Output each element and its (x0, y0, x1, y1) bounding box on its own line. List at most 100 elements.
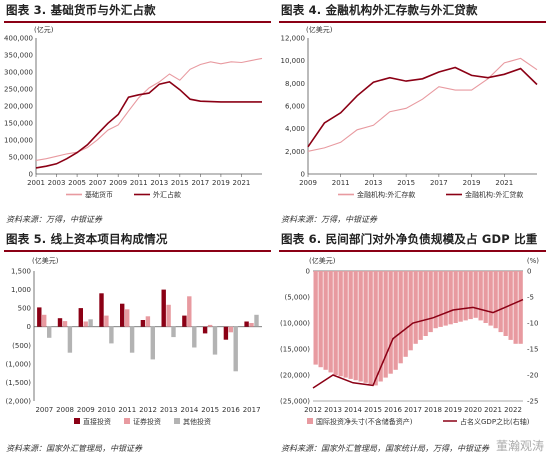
y2-tick-label: -5 (527, 294, 534, 302)
chart-capital-account: (亿美元)1,500 1,000 500 0 (500) (1,000) (1,500) (2… (5, 256, 262, 426)
x-tick-label: 2022 (504, 406, 522, 414)
bar (202, 326, 208, 334)
bar (104, 315, 109, 327)
bar (140, 320, 146, 327)
y2-unit-label: (%) (527, 257, 539, 265)
bar (373, 271, 378, 386)
y-tick-label: 6,000 (285, 103, 305, 111)
x-tick-label: 2019 (444, 406, 462, 414)
chart-base-money: (亿元) 0 50,000 100,000 150,000 200,000 250,000 3… (4, 25, 263, 199)
bar (313, 271, 318, 365)
legend-swatch (124, 418, 130, 424)
x-tick-label: 2011 (118, 406, 136, 414)
bar (513, 271, 518, 344)
legend-label: 国际投资净头寸(不含储备资产) (316, 417, 413, 426)
panel-fx-deposits-loans: 图表 4. 金融机构外汇存款与外汇贷款 (亿美元) 0 2,000 4,000 6,00… (275, 0, 550, 229)
title-rule (4, 21, 271, 23)
x-tick-label: 2012 (139, 406, 157, 414)
y-tick-label: 12,000 (281, 35, 306, 43)
bar (463, 271, 468, 321)
bar (83, 321, 88, 327)
y-tick-label: (1,000) (5, 360, 31, 368)
chart-title: 图表 3. 基础货币与外汇占款 (6, 3, 156, 17)
chart-source: 资料来源：万得，中银证券 (281, 215, 377, 224)
x-tick-label: 2009 (77, 406, 95, 414)
x-tick-label: 2016 (384, 406, 402, 414)
bar (171, 326, 176, 338)
bar (161, 289, 166, 327)
bar (498, 271, 503, 333)
series-line (35, 57, 263, 161)
y-unit-label: (亿美元) (306, 25, 333, 34)
bar (348, 271, 353, 379)
x-tick-label: 2010 (98, 406, 116, 414)
x-tick-label: 2013 (160, 406, 178, 414)
y-tick-label: (10,000) (280, 320, 310, 328)
bar (254, 314, 259, 327)
y-tick-label: 400,000 (4, 35, 33, 43)
y-tick-label: (500) (12, 342, 31, 350)
y-tick-label: 350,000 (4, 52, 33, 60)
x-tick-label: 2011 (130, 179, 148, 187)
y-tick-label: 150,000 (4, 120, 33, 128)
x-tick-label: 2003 (48, 179, 66, 187)
bar (393, 271, 398, 370)
bar (244, 321, 249, 327)
x-tick-label: 2013 (150, 179, 168, 187)
legend-label: 金融机构:外汇贷款 (465, 190, 523, 199)
y-tick-label: 250,000 (4, 86, 33, 94)
x-tick-label: 2007 (35, 406, 53, 414)
y2-tick-label: -10 (527, 320, 538, 328)
x-tick-label: 2017 (243, 406, 261, 414)
y2-tick-label: -25 (527, 398, 538, 406)
legend-label: 证券投资 (133, 417, 161, 426)
bar (37, 307, 42, 327)
series-line (312, 298, 524, 389)
bar (383, 271, 388, 378)
bar (166, 304, 171, 327)
bar (145, 316, 151, 327)
bar (353, 271, 358, 381)
x-tick-label: 2020 (464, 406, 482, 414)
title-rule (4, 250, 271, 252)
chart-net-liabilities: (亿美元) (%) 0 (5,000) (10,000) (15,000) (20,000)… (280, 256, 539, 426)
y-tick-label: (15,000) (280, 346, 310, 354)
legend-swatch (307, 418, 313, 424)
y-tick-label: 8,000 (285, 80, 305, 88)
y-tick-label: 2,000 (285, 148, 305, 156)
y-tick-label: (20,000) (280, 372, 310, 380)
x-tick-label: 2015 (171, 179, 189, 187)
y-tick-label: 0 (306, 268, 310, 276)
title-rule (279, 21, 546, 23)
x-tick-label: 2015 (364, 406, 382, 414)
x-tick-label: 2012 (304, 406, 322, 414)
x-tick-label: 2014 (344, 406, 362, 414)
y-tick-label: 100,000 (4, 137, 33, 145)
x-tick-label: 2009 (299, 179, 317, 187)
y-tick-label: 0 (27, 323, 31, 331)
bar (207, 324, 213, 327)
chart-fx-deposits-loans: (亿美元) 0 2,000 4,000 6,000 8,000 10,000 12,000 20… (281, 25, 538, 199)
bar (62, 321, 68, 327)
bar (109, 326, 114, 344)
bar (212, 326, 218, 355)
bar (67, 326, 73, 353)
y-tick-label: (25,000) (280, 398, 310, 406)
y-tick-label: 200,000 (4, 103, 33, 111)
bar (328, 271, 333, 373)
x-tick-label: 2013 (324, 406, 342, 414)
bar (483, 271, 488, 323)
bar (468, 271, 473, 320)
series-line (35, 81, 262, 169)
bar (453, 271, 458, 323)
bar (443, 271, 448, 326)
x-tick-label: 2009 (109, 179, 127, 187)
chart-title: 图表 6. 民间部门对外净负债规模及占 GDP 比重 (281, 232, 538, 246)
chart-source: 资料来源：国家外汇管理局，国家统计局，万得，中银证券 (281, 444, 489, 453)
bar (129, 326, 135, 353)
bar (403, 271, 408, 357)
series-line (307, 66, 538, 148)
bar (378, 271, 383, 382)
bar (448, 271, 453, 325)
legend-label: 其他投资 (183, 417, 211, 426)
